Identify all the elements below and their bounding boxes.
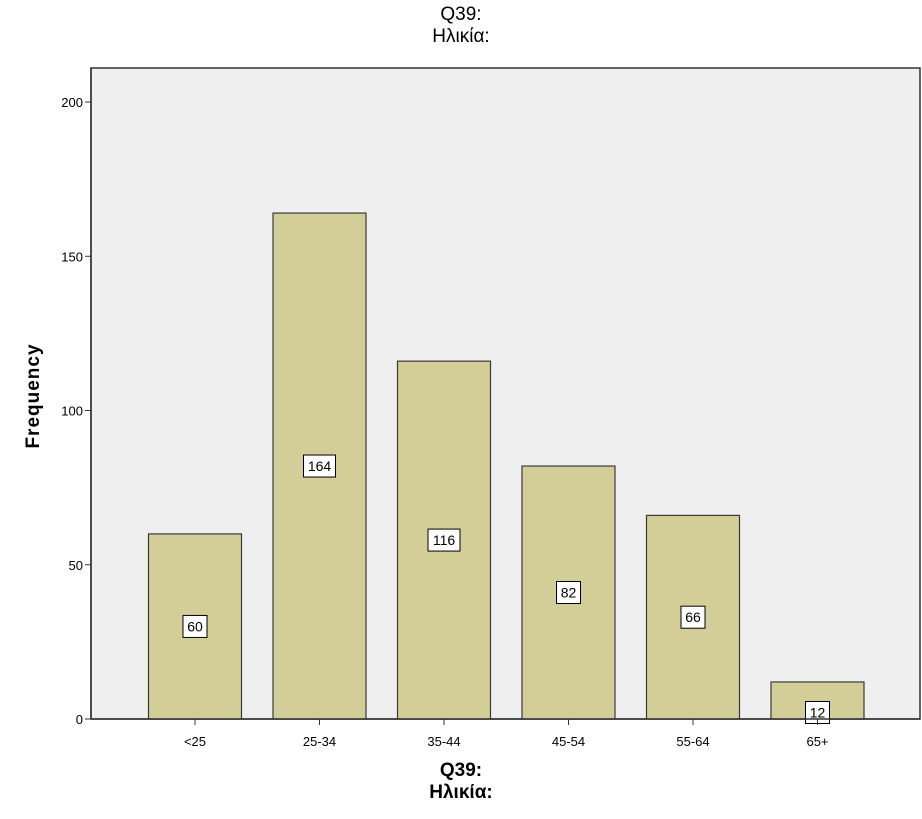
x-axis-label-line-1: Q39: bbox=[439, 760, 483, 781]
x-tick-label-4: 55-64 bbox=[676, 734, 709, 749]
data-label-box-2 bbox=[427, 528, 461, 552]
chart-title-line-2: Ηλικία: bbox=[432, 26, 490, 47]
y-tick-label-4: 200 bbox=[61, 95, 83, 110]
x-tick-label-1: 25-34 bbox=[303, 734, 336, 749]
x-tick-label-5: 65+ bbox=[806, 734, 828, 749]
data-label-box-4 bbox=[680, 605, 706, 629]
data-label-0: 60 bbox=[187, 618, 203, 634]
data-label-box-0 bbox=[182, 614, 208, 638]
data-label-2: 116 bbox=[433, 532, 456, 548]
y-tick-label-2: 100 bbox=[61, 404, 83, 419]
x-axis-ticks: <25 25-34 35-44 45-54 55-64 65+ bbox=[184, 719, 829, 749]
data-label-4: 66 bbox=[685, 609, 701, 625]
x-tick-label-2: 35-44 bbox=[427, 734, 460, 749]
x-tick-label-3: 45-54 bbox=[552, 734, 585, 749]
data-label-box-3 bbox=[556, 581, 581, 605]
y-axis-ticks: 0 50 100 150 200 bbox=[61, 95, 91, 727]
bars-group: 60 164 116 82 66 12 bbox=[147, 212, 865, 724]
y-tick-label-0: 0 bbox=[76, 712, 83, 727]
x-tick-label-0: <25 bbox=[184, 734, 206, 749]
y-tick-label-3: 150 bbox=[61, 249, 83, 264]
data-label-box-1 bbox=[303, 454, 336, 478]
data-label-1: 164 bbox=[308, 458, 332, 474]
x-axis-label-line-2: Ηλικία: bbox=[429, 782, 493, 803]
x-axis-label: Q39: Ηλικία: bbox=[0, 760, 922, 804]
chart-title-line-1: Q39: bbox=[440, 4, 482, 25]
data-label-3: 82 bbox=[561, 585, 577, 601]
y-tick-label-1: 50 bbox=[69, 558, 83, 573]
chart-title: Q39: Ηλικία: bbox=[0, 4, 922, 48]
data-label-5: 12 bbox=[810, 704, 826, 720]
